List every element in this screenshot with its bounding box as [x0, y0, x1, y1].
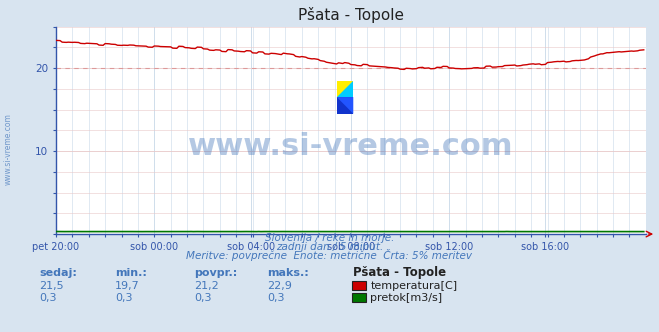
- Text: Meritve: povprečne  Enote: metrične  Črta: 5% meritev: Meritve: povprečne Enote: metrične Črta:…: [186, 249, 473, 261]
- Polygon shape: [337, 97, 353, 114]
- Polygon shape: [337, 80, 353, 97]
- Polygon shape: [337, 97, 353, 114]
- Text: 22,9: 22,9: [267, 281, 292, 291]
- Text: pretok[m3/s]: pretok[m3/s]: [370, 293, 442, 303]
- Polygon shape: [337, 80, 353, 97]
- Text: povpr.:: povpr.:: [194, 268, 238, 278]
- Text: zadnji dan / 5 minut.: zadnji dan / 5 minut.: [276, 242, 383, 252]
- Text: www.si-vreme.com: www.si-vreme.com: [188, 132, 513, 161]
- Text: 21,5: 21,5: [40, 281, 64, 291]
- Text: 0,3: 0,3: [40, 293, 57, 303]
- Text: temperatura[C]: temperatura[C]: [370, 281, 457, 291]
- Text: maks.:: maks.:: [267, 268, 308, 278]
- Text: 21,2: 21,2: [194, 281, 219, 291]
- Text: 0,3: 0,3: [194, 293, 212, 303]
- Text: 0,3: 0,3: [267, 293, 285, 303]
- Text: www.si-vreme.com: www.si-vreme.com: [3, 114, 13, 185]
- Text: 19,7: 19,7: [115, 281, 140, 291]
- Title: Pšata - Topole: Pšata - Topole: [298, 7, 404, 23]
- Text: Slovenija / reke in morje.: Slovenija / reke in morje.: [265, 233, 394, 243]
- Text: min.:: min.:: [115, 268, 147, 278]
- Text: 0,3: 0,3: [115, 293, 133, 303]
- Text: sedaj:: sedaj:: [40, 268, 77, 278]
- Text: Pšata - Topole: Pšata - Topole: [353, 266, 445, 279]
